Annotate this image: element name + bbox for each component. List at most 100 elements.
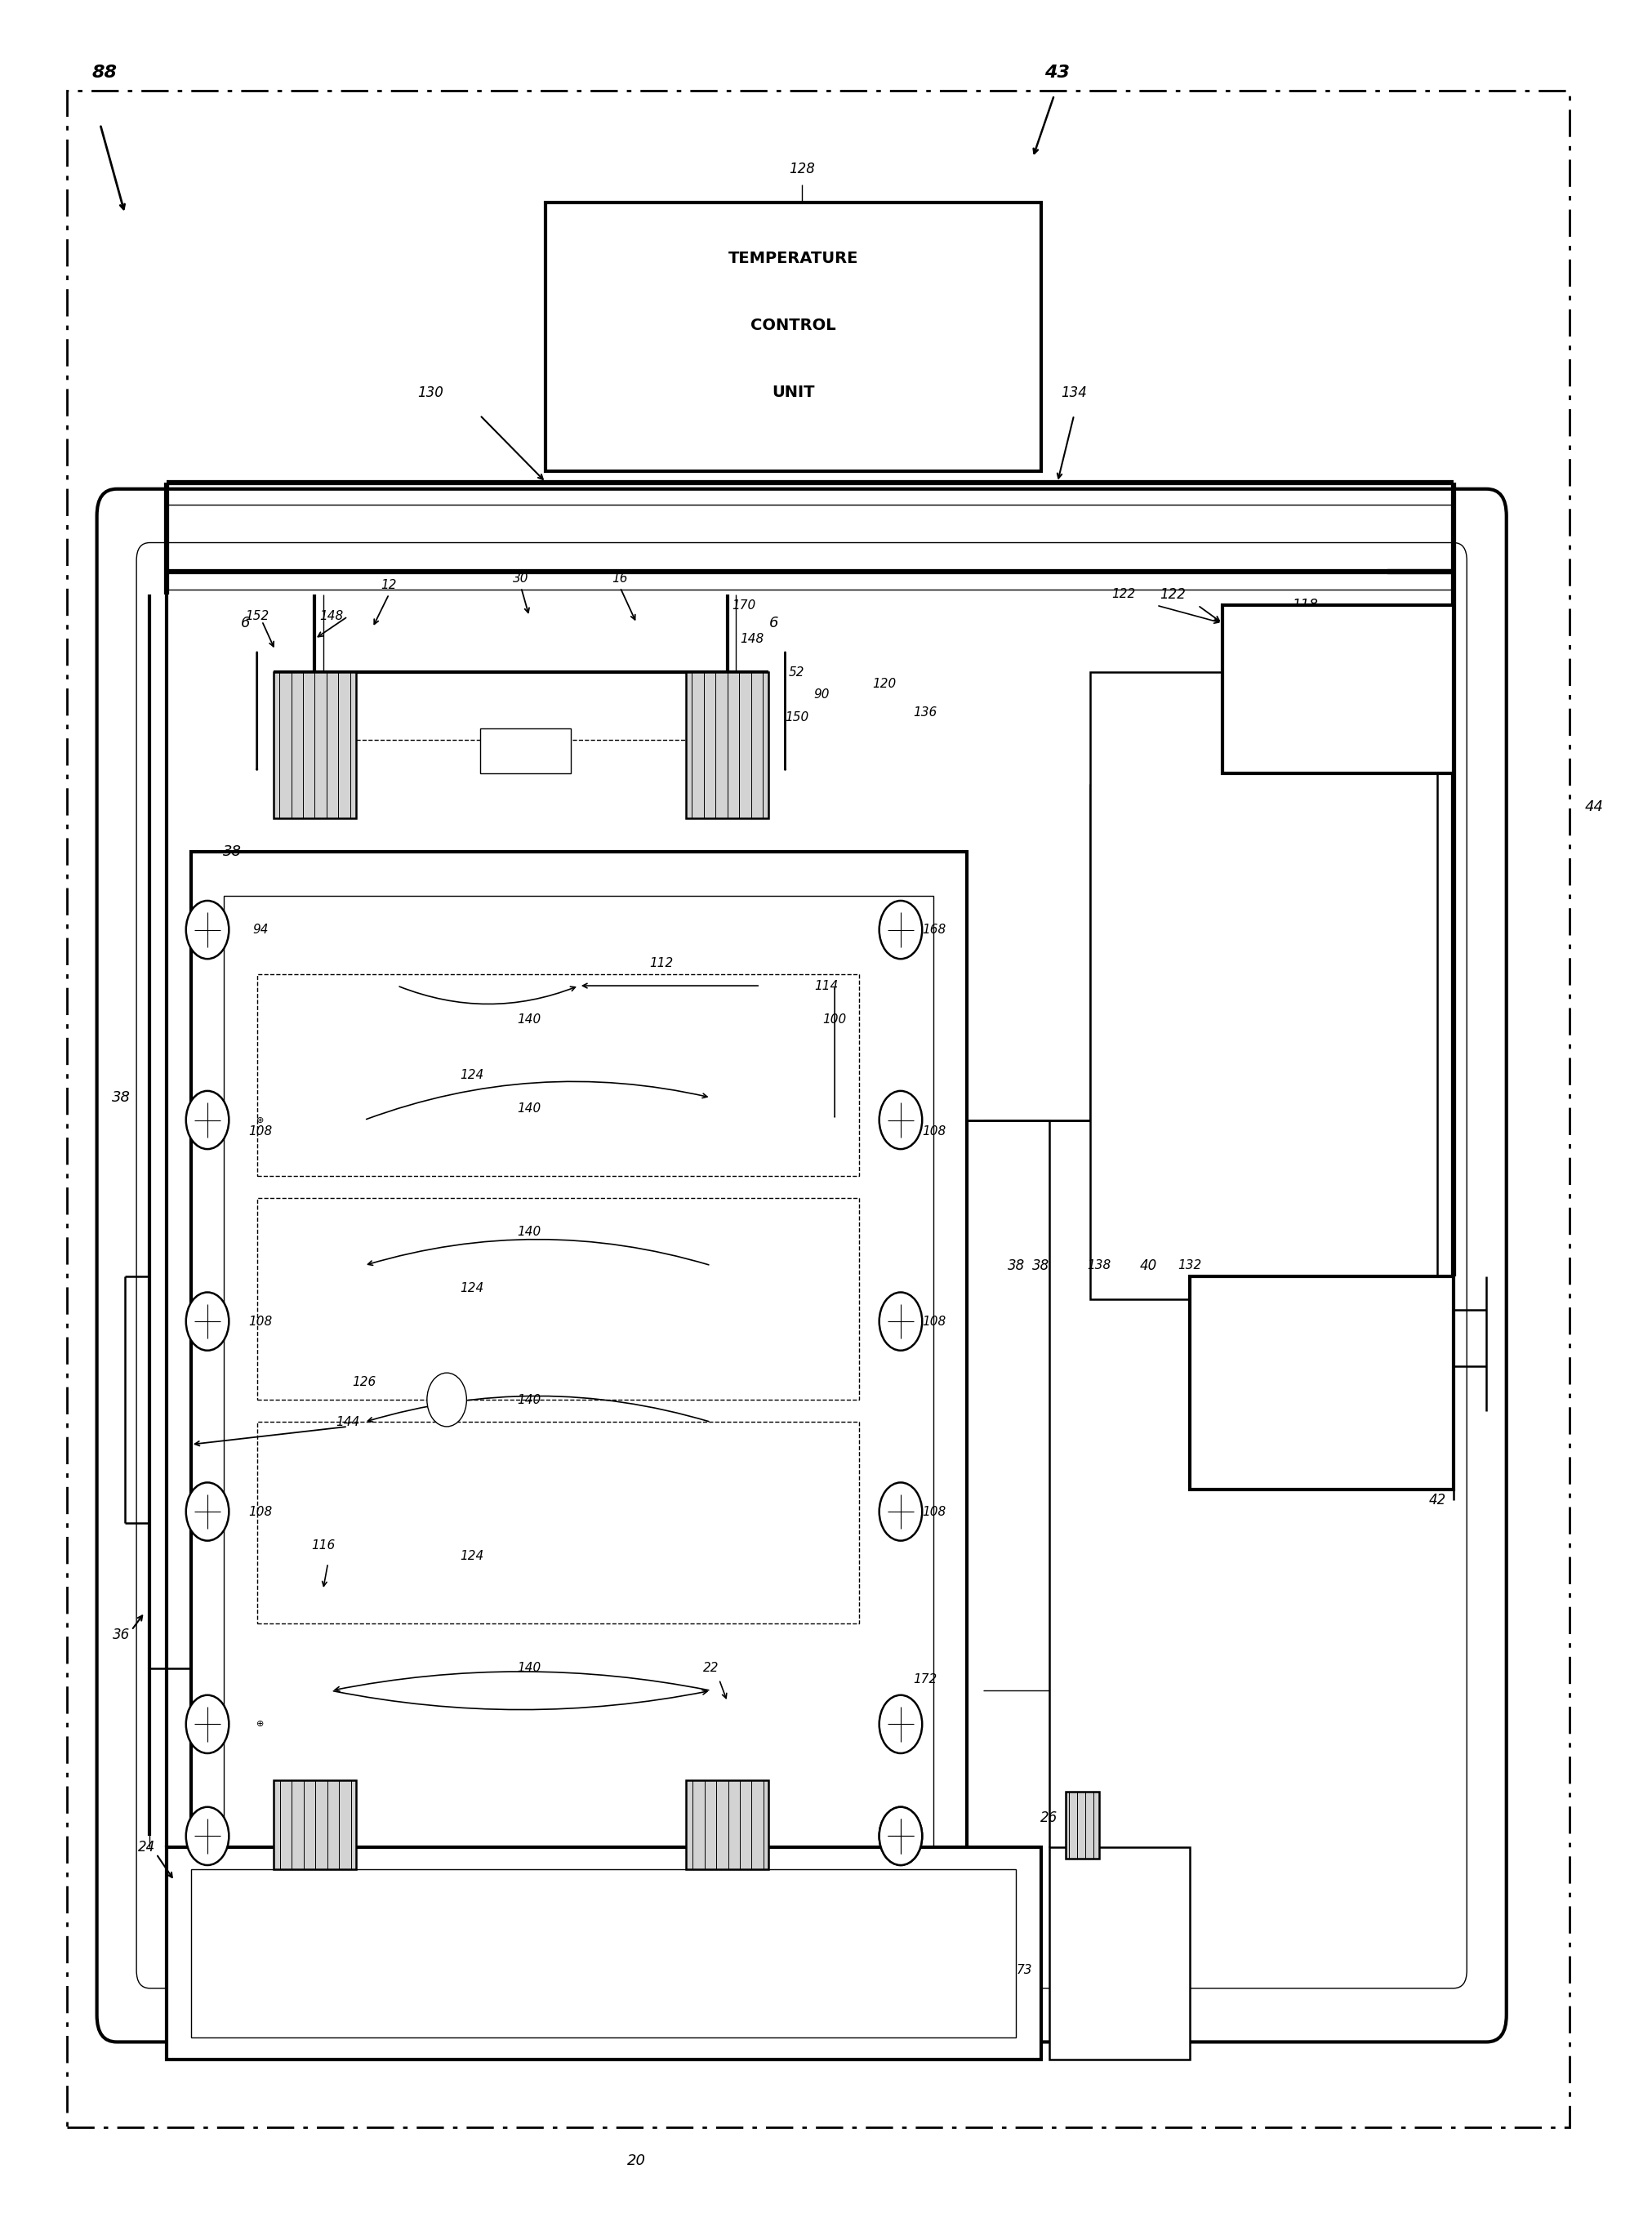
Bar bbox=[1066, 1792, 1099, 1859]
Text: 112: 112 bbox=[649, 956, 672, 970]
Text: 140: 140 bbox=[517, 1662, 540, 1673]
Text: 6: 6 bbox=[768, 616, 778, 632]
Text: 26: 26 bbox=[1041, 1810, 1057, 1826]
Text: 126: 126 bbox=[352, 1375, 377, 1389]
Text: 42: 42 bbox=[1427, 1494, 1446, 1508]
Circle shape bbox=[879, 900, 922, 959]
Text: 128: 128 bbox=[788, 161, 814, 177]
Bar bbox=[1090, 672, 1436, 1299]
Text: 108: 108 bbox=[922, 1315, 945, 1328]
Text: 108: 108 bbox=[248, 1124, 273, 1138]
Bar bbox=[545, 202, 1041, 470]
Text: TEMPERATURE: TEMPERATURE bbox=[729, 251, 857, 267]
Text: UNIT: UNIT bbox=[771, 385, 814, 401]
Text: 134: 134 bbox=[1061, 385, 1087, 401]
Text: 38: 38 bbox=[112, 1091, 131, 1104]
Text: 22: 22 bbox=[702, 1662, 719, 1673]
Bar bbox=[256, 1198, 859, 1400]
Text: 124: 124 bbox=[459, 1550, 484, 1564]
Text: 28: 28 bbox=[1074, 1839, 1090, 1855]
Text: 43: 43 bbox=[1044, 65, 1069, 81]
Text: 6: 6 bbox=[241, 616, 249, 632]
Text: 12: 12 bbox=[382, 580, 396, 591]
Bar bbox=[167, 1848, 1041, 2061]
Text: 140: 140 bbox=[517, 1393, 540, 1407]
Text: 108: 108 bbox=[248, 1315, 273, 1328]
Text: 52: 52 bbox=[788, 665, 805, 679]
Text: 16: 16 bbox=[611, 573, 628, 585]
Text: SOURCE: SOURCE bbox=[1287, 1416, 1355, 1429]
Text: 170: 170 bbox=[732, 598, 755, 612]
Text: 132: 132 bbox=[1176, 1259, 1201, 1272]
Circle shape bbox=[879, 1696, 922, 1754]
Circle shape bbox=[187, 1091, 228, 1149]
Text: 108: 108 bbox=[922, 1124, 945, 1138]
Bar bbox=[225, 896, 933, 1882]
Text: 152: 152 bbox=[244, 609, 269, 623]
Text: 136: 136 bbox=[914, 706, 937, 719]
Text: 90: 90 bbox=[813, 688, 829, 701]
Text: 120: 120 bbox=[872, 676, 895, 690]
Text: 122: 122 bbox=[1112, 589, 1135, 600]
Circle shape bbox=[879, 1808, 922, 1866]
Text: 36: 36 bbox=[112, 1626, 131, 1642]
Text: 75: 75 bbox=[278, 744, 292, 757]
Text: 38: 38 bbox=[1032, 1259, 1049, 1272]
Text: 88: 88 bbox=[93, 65, 117, 81]
Text: 100: 100 bbox=[823, 1012, 846, 1026]
Bar bbox=[273, 1781, 355, 1870]
Text: 124: 124 bbox=[459, 1281, 484, 1295]
Text: 114: 114 bbox=[814, 979, 838, 992]
Text: 124: 124 bbox=[459, 1068, 484, 1082]
Text: 148: 148 bbox=[740, 632, 763, 645]
Text: 150: 150 bbox=[785, 710, 808, 724]
Bar bbox=[479, 728, 570, 773]
Text: 44: 44 bbox=[1584, 800, 1602, 813]
Text: 116: 116 bbox=[311, 1539, 335, 1552]
Text: 40: 40 bbox=[1138, 1259, 1156, 1272]
Bar bbox=[1049, 1848, 1189, 2061]
Bar bbox=[273, 672, 355, 818]
Text: 38: 38 bbox=[223, 844, 241, 858]
Text: 168: 168 bbox=[922, 923, 945, 936]
Text: ⊕: ⊕ bbox=[256, 1116, 264, 1124]
Circle shape bbox=[879, 1808, 922, 1866]
Text: 50: 50 bbox=[282, 688, 297, 701]
Text: 130: 130 bbox=[416, 385, 443, 401]
Bar bbox=[686, 1781, 768, 1870]
Circle shape bbox=[187, 1808, 228, 1866]
Text: 138: 138 bbox=[1087, 1259, 1110, 1272]
Text: CONTROL: CONTROL bbox=[750, 318, 836, 334]
Text: 118: 118 bbox=[1292, 598, 1317, 614]
Text: PUMP: PUMP bbox=[1312, 681, 1363, 697]
Text: ⊕: ⊕ bbox=[256, 1720, 264, 1729]
Text: 172: 172 bbox=[914, 1673, 937, 1684]
Circle shape bbox=[879, 1483, 922, 1541]
Circle shape bbox=[187, 1292, 228, 1351]
Bar bbox=[1222, 605, 1452, 773]
Circle shape bbox=[426, 1373, 466, 1427]
Text: 140: 140 bbox=[517, 1012, 540, 1026]
Bar bbox=[256, 974, 859, 1176]
Text: 20: 20 bbox=[626, 2153, 646, 2168]
Circle shape bbox=[879, 1091, 922, 1149]
Circle shape bbox=[187, 1483, 228, 1541]
Bar bbox=[192, 1870, 1016, 2038]
Circle shape bbox=[879, 1292, 922, 1351]
Text: 140: 140 bbox=[517, 1225, 540, 1239]
Bar bbox=[256, 1422, 859, 1624]
Text: 94: 94 bbox=[253, 923, 268, 936]
Circle shape bbox=[187, 900, 228, 959]
Bar bbox=[1189, 1277, 1452, 1490]
Circle shape bbox=[187, 1696, 228, 1754]
Text: 122: 122 bbox=[1160, 587, 1186, 603]
Text: 108: 108 bbox=[248, 1505, 273, 1519]
Text: POWER: POWER bbox=[1290, 1337, 1351, 1351]
Text: 140: 140 bbox=[517, 1102, 540, 1116]
Text: 148: 148 bbox=[319, 609, 344, 623]
Text: 144: 144 bbox=[335, 1416, 360, 1429]
Text: 30: 30 bbox=[512, 573, 529, 585]
Bar bbox=[686, 672, 768, 818]
Text: 38: 38 bbox=[1008, 1259, 1024, 1272]
Text: 108: 108 bbox=[922, 1505, 945, 1519]
